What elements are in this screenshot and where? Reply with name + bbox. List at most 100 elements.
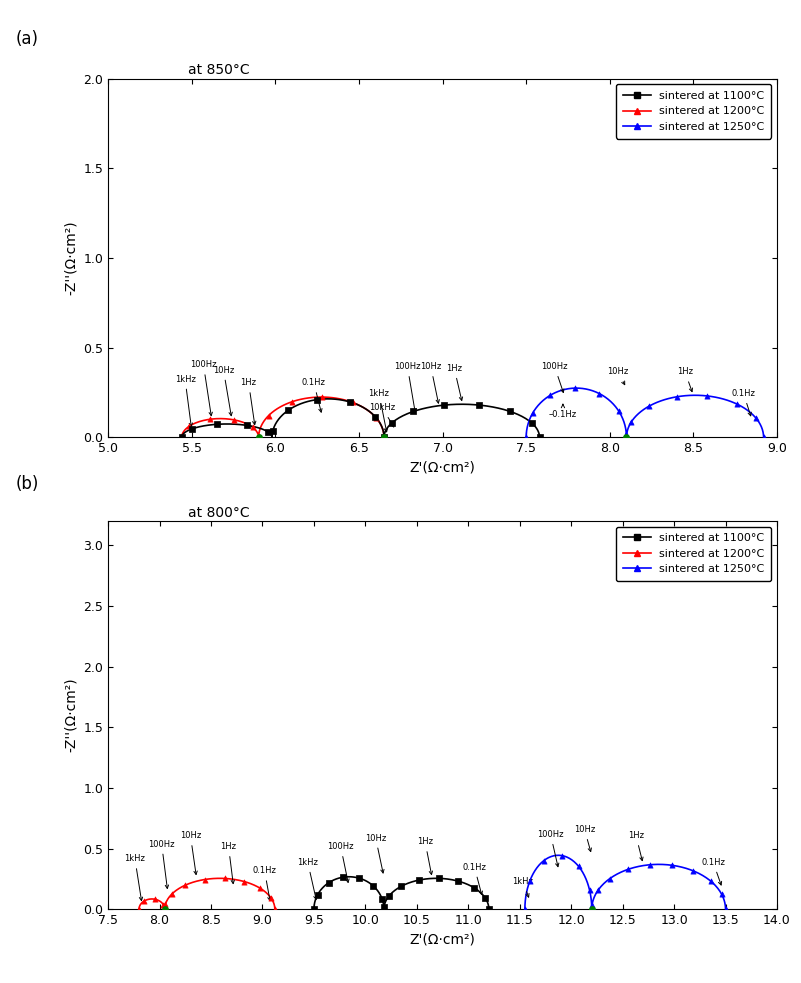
Point — [504, 404, 517, 420]
Point — [642, 398, 655, 414]
Point — [262, 408, 275, 424]
Point — [133, 901, 146, 917]
Point — [179, 877, 192, 893]
Legend: sintered at 1100°C, sintered at 1200°C, sintered at 1250°C: sintered at 1100°C, sintered at 1200°C, … — [616, 527, 771, 581]
X-axis label: Z'(Ω·cm²): Z'(Ω·cm²) — [409, 461, 476, 475]
Point — [282, 403, 295, 419]
Text: 10kHz: 10kHz — [369, 403, 396, 427]
Point — [370, 410, 383, 426]
Point — [204, 411, 217, 427]
Text: 10Hz: 10Hz — [213, 366, 234, 416]
Point — [525, 415, 538, 431]
Point — [166, 886, 179, 901]
Point — [666, 857, 678, 873]
Text: –0.1Hz: –0.1Hz — [549, 404, 577, 420]
Point — [238, 874, 251, 890]
Point — [254, 881, 267, 896]
Point — [670, 389, 683, 405]
Point — [569, 380, 582, 396]
Point — [367, 878, 380, 894]
Point — [433, 871, 445, 887]
Point — [395, 879, 408, 895]
Point — [199, 872, 211, 888]
Point — [555, 847, 568, 863]
Point — [148, 892, 161, 907]
Point — [377, 430, 390, 445]
Point — [526, 405, 539, 421]
Text: 1Hz: 1Hz — [446, 364, 463, 400]
Point — [593, 385, 606, 401]
Point — [369, 409, 382, 425]
Text: 0.1Hz: 0.1Hz — [462, 863, 486, 895]
Text: (a): (a) — [16, 30, 39, 48]
Point — [377, 430, 390, 445]
Point — [311, 887, 324, 902]
Text: 1kHz: 1kHz — [513, 877, 533, 897]
Point — [625, 414, 638, 430]
Point — [520, 430, 533, 445]
Point — [240, 418, 253, 434]
Text: 0.1Hz: 0.1Hz — [252, 866, 276, 900]
Point — [175, 430, 188, 445]
Text: 100Hz: 100Hz — [394, 362, 421, 412]
Text: 1kHz: 1kHz — [124, 854, 145, 900]
Point — [719, 901, 732, 917]
Point — [261, 424, 274, 439]
Point — [715, 887, 728, 902]
Point — [524, 873, 537, 889]
Text: (b): (b) — [16, 475, 39, 492]
Y-axis label: -Z''(Ω·cm²): -Z''(Ω·cm²) — [64, 221, 78, 295]
Text: 1Hz: 1Hz — [417, 838, 433, 875]
Point — [620, 430, 633, 445]
Point — [757, 430, 770, 445]
Text: 100Hz: 100Hz — [537, 830, 564, 867]
Point — [353, 870, 366, 886]
Text: 1Hz: 1Hz — [677, 368, 693, 391]
Point — [407, 404, 420, 420]
Point — [378, 898, 391, 914]
Y-axis label: -Z''(Ω·cm²): -Z''(Ω·cm²) — [64, 678, 78, 752]
Text: 100Hz: 100Hz — [541, 362, 568, 392]
Point — [159, 896, 172, 912]
Point — [438, 397, 451, 413]
Point — [750, 410, 763, 426]
Point — [620, 426, 633, 441]
Point — [467, 880, 480, 896]
Point — [622, 861, 634, 877]
Text: 0.1Hz: 0.1Hz — [302, 378, 326, 412]
Point — [583, 883, 596, 898]
Text: 10Hz: 10Hz — [365, 834, 386, 873]
Point — [311, 391, 324, 407]
Point — [268, 901, 281, 917]
Text: 100Hz: 100Hz — [328, 842, 354, 883]
Point — [687, 863, 700, 879]
Point — [322, 875, 335, 891]
Text: 1kHz: 1kHz — [368, 389, 389, 432]
Point — [211, 417, 223, 433]
Point — [572, 858, 585, 874]
Point — [308, 901, 320, 917]
Point — [701, 388, 714, 404]
Point — [473, 397, 485, 413]
X-axis label: Z'(Ω·cm²): Z'(Ω·cm²) — [409, 933, 476, 947]
Point — [731, 396, 743, 412]
Text: 10Hz: 10Hz — [180, 831, 201, 875]
Point — [479, 890, 492, 905]
Text: 100Hz: 100Hz — [190, 360, 217, 416]
Point — [482, 901, 495, 917]
Point — [533, 430, 546, 445]
Point — [183, 419, 195, 434]
Point — [138, 894, 151, 909]
Point — [413, 872, 425, 888]
Point — [175, 430, 188, 445]
Text: 10Hz: 10Hz — [607, 368, 629, 384]
Point — [316, 389, 328, 405]
Text: 100Hz: 100Hz — [148, 839, 175, 889]
Text: 0.1Hz: 0.1Hz — [731, 389, 755, 416]
Point — [537, 853, 550, 869]
Point — [377, 430, 390, 445]
Point — [603, 871, 616, 887]
Text: 1Hz: 1Hz — [240, 378, 256, 425]
Point — [518, 901, 531, 917]
Point — [376, 892, 388, 907]
